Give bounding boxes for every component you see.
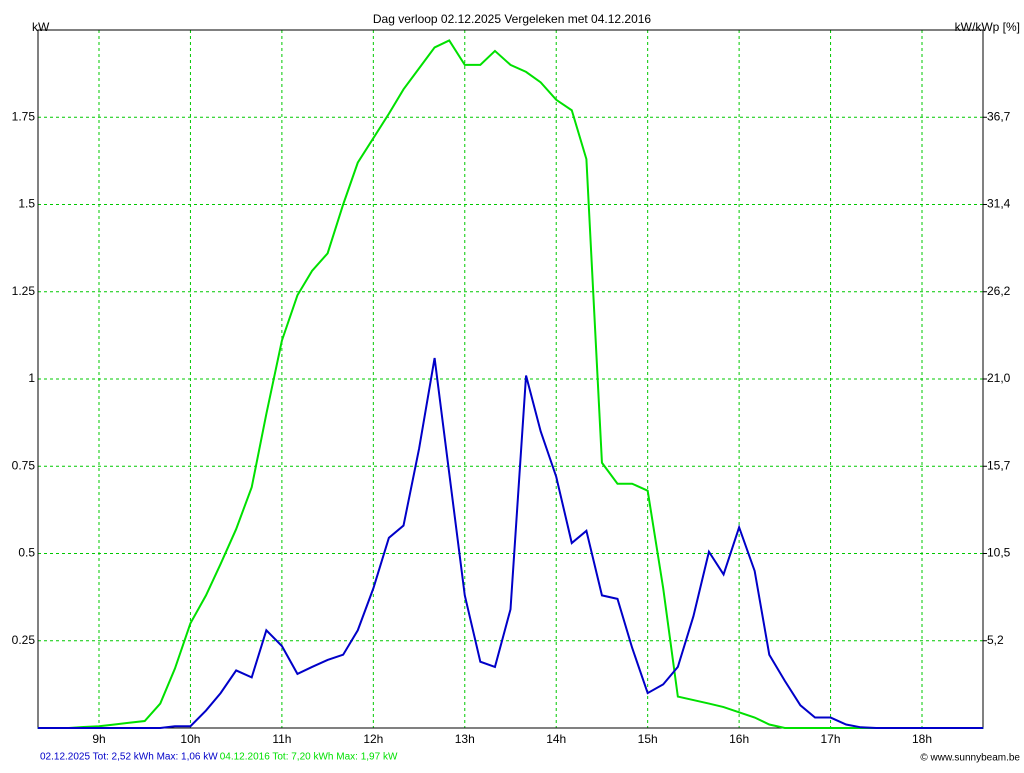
x-tick-label: 14h bbox=[546, 732, 566, 746]
y-tick-label: 0.75 bbox=[12, 458, 36, 472]
x-tick-label: 16h bbox=[729, 732, 749, 746]
x-tick-label: 9h bbox=[92, 732, 105, 746]
y2-tick-label: 15,7 bbox=[987, 458, 1011, 472]
legend-entry: 02.12.2025 Tot: 2,52 kWh Max: 1,06 kW bbox=[40, 752, 218, 763]
x-tick-label: 17h bbox=[821, 732, 841, 746]
x-tick-label: 13h bbox=[455, 732, 475, 746]
y-tick-label: 0.25 bbox=[12, 633, 36, 647]
plot-frame bbox=[37, 29, 984, 729]
y-tick-label: 1.75 bbox=[12, 109, 36, 123]
y-tick-label: 1.25 bbox=[12, 284, 36, 298]
x-tick-label: 11h bbox=[272, 732, 291, 746]
y2-axis-label: kW/kWp [%] bbox=[955, 20, 1020, 34]
series-line bbox=[37, 39, 984, 729]
legend-entry: 04.12.2016 Tot: 7,20 kWh Max: 1,97 kW bbox=[220, 752, 398, 763]
series-line bbox=[37, 357, 984, 729]
y-tick-label: 0.5 bbox=[18, 546, 35, 560]
y2-tick-label: 21,0 bbox=[987, 371, 1011, 385]
y2-tick-label: 5,2 bbox=[987, 633, 1004, 647]
y-tick-label: 1 bbox=[28, 371, 35, 385]
credit: © www.sunnybeam.be bbox=[920, 753, 1020, 764]
chart-title: Dag verloop 02.12.2025 Vergeleken met 04… bbox=[373, 12, 652, 26]
y2-tick-label: 10,5 bbox=[987, 546, 1011, 560]
y2-tick-label: 26,2 bbox=[987, 284, 1011, 298]
y-tick-label: 1.5 bbox=[18, 197, 35, 211]
x-tick-label: 10h bbox=[180, 732, 200, 746]
x-tick-label: 12h bbox=[363, 732, 383, 746]
x-tick-label: 18h bbox=[912, 732, 932, 746]
y2-tick-label: 36,7 bbox=[987, 109, 1011, 123]
y2-tick-label: 31,4 bbox=[987, 197, 1011, 211]
x-tick-label: 15h bbox=[638, 732, 658, 746]
y-axis-label: kW bbox=[32, 20, 50, 34]
